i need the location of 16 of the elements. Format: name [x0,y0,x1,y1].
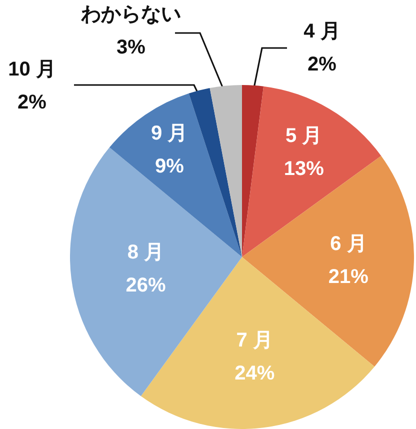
slice-label: 9 月 [151,122,188,145]
slice-label: わからない [80,4,181,26]
data-label: 2% [18,92,47,114]
data-label: 21% [328,266,369,288]
slice-label: 10 月 [8,58,56,80]
data-label: 24% [234,362,275,384]
data-label: 13% [284,158,324,180]
slice-label: 5 月 [286,124,322,147]
data-label: 26% [126,274,166,297]
slice-label: 8 月 [127,242,164,264]
data-label: 9% [154,156,184,178]
slice-label: 4 月 [304,20,340,42]
data-label: 2% [308,54,337,76]
slice-label: 6 月 [330,232,367,255]
slice-label: 7 月 [236,329,273,352]
data-label: 3% [116,36,146,58]
